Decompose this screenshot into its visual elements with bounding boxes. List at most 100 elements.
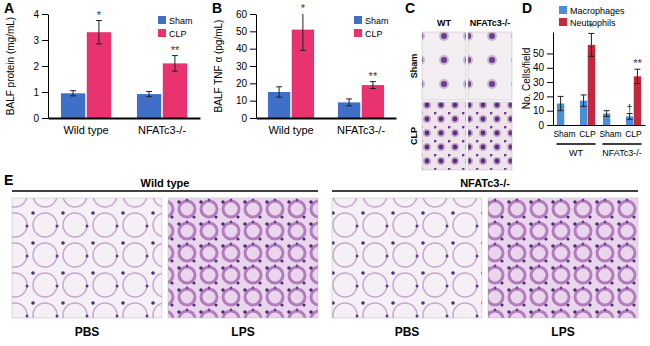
y-tick-mark <box>547 53 553 54</box>
y-tick-mark <box>250 101 256 102</box>
y-tick-mark <box>250 118 256 119</box>
y-axis: 0102030405060 <box>236 9 257 124</box>
x-tick-label: CLP <box>579 129 596 139</box>
y-tick: 50 <box>236 26 256 37</box>
error-bar <box>300 14 306 50</box>
legend-label: Sham <box>169 16 193 26</box>
y-tick-mark <box>42 92 48 93</box>
column-label: LPS <box>551 325 574 339</box>
y-tick-label: 3 <box>33 35 39 46</box>
x-axis-line <box>554 125 646 126</box>
x-tick-label: Wild type <box>268 124 313 136</box>
y-tick: 30 <box>533 77 553 88</box>
legend-swatch <box>354 29 362 37</box>
x-tick: Wild type <box>268 124 313 136</box>
legend-swatch <box>158 29 166 37</box>
x-axis: ShamCLPShamCLP <box>553 126 645 140</box>
legend: Sham CLP <box>158 16 193 39</box>
error-bar <box>172 56 178 72</box>
y-tick-mark <box>250 49 256 50</box>
y-tick-label: 0 <box>538 120 544 131</box>
x-axis: Wild type NFATc3-/- <box>257 119 397 136</box>
panel-label: B <box>212 0 222 16</box>
y-tick-mark <box>250 83 256 84</box>
y-tick-label: 10 <box>533 105 545 116</box>
bars <box>61 21 187 119</box>
y-axis-title: BALF protein (mg/mL) <box>5 17 16 115</box>
micrograph <box>468 102 512 170</box>
y-tick: 20 <box>236 78 256 89</box>
micrograph <box>422 102 466 170</box>
y-axis-title: No. Cells/field <box>521 48 532 110</box>
y-tick-label: 30 <box>236 61 248 72</box>
bars <box>268 14 384 118</box>
y-tick-mark <box>42 66 48 67</box>
y-tick-mark <box>547 82 553 83</box>
legend-swatch <box>354 16 362 24</box>
column-label: PBS <box>395 325 420 339</box>
error-bar <box>370 82 376 89</box>
chart-panel: †***01020304050No. Cells/fieldShamCLPSha… <box>521 6 646 159</box>
chart-panel: ***01234BALF protein (mg/mL)Wild typeNFA… <box>5 9 201 136</box>
x-tick: Wild type <box>63 124 108 136</box>
y-axis: 01020304050 <box>533 33 554 131</box>
legend-label: Neutrophils <box>570 18 616 28</box>
y-tick-mark <box>547 125 553 126</box>
y-tick-label: 50 <box>533 48 545 59</box>
bars <box>557 33 641 125</box>
error-bar <box>558 96 564 110</box>
group-label: Wild type <box>141 177 190 189</box>
y-tick-mark <box>42 40 48 41</box>
group-label: NFATc3-/- <box>460 177 510 189</box>
column-label: NFATc3-/- <box>470 18 511 28</box>
figure-canvas: ***01234BALF protein (mg/mL)Wild typeNFA… <box>0 0 650 346</box>
bar <box>588 45 595 125</box>
group-labels: WTNFATc3-/- <box>556 144 641 158</box>
group-bracket <box>602 143 641 145</box>
y-tick: 30 <box>236 61 256 72</box>
row-label: Sham <box>409 54 419 79</box>
y-tick-label: 0 <box>33 113 39 124</box>
x-tick: NFATc3-/- <box>138 124 186 136</box>
error-bar <box>588 33 594 56</box>
y-tick: 20 <box>533 91 553 102</box>
micrograph <box>332 198 482 318</box>
x-tick: NFATc3-/- <box>337 124 385 136</box>
column-label: PBS <box>75 325 100 339</box>
legend-swatch <box>559 18 567 26</box>
y-tick-mark <box>547 111 553 112</box>
y-tick: 0 <box>241 113 256 124</box>
y-tick-label: 2 <box>33 61 39 72</box>
significance-mark: ** <box>171 44 180 56</box>
chart-panel: ***0102030405060BALF TNF α (pg/mL)Wild t… <box>213 2 397 136</box>
y-tick-mark <box>42 14 48 15</box>
panel-label: A <box>4 0 14 16</box>
annotations: *** <box>97 9 180 56</box>
image-panel: EWild typeNFATc3-/-PBSLPSPBSLPS <box>4 172 638 339</box>
x-tick: CLP <box>625 129 642 139</box>
x-tick-label: CLP <box>625 129 642 139</box>
legend-swatch <box>559 6 567 14</box>
significance-mark: ** <box>369 70 378 82</box>
significance-mark: ** <box>633 57 642 69</box>
error-bar <box>276 87 282 97</box>
panel-label: E <box>4 172 13 188</box>
y-tick: 50 <box>533 48 553 59</box>
error-bar <box>627 114 633 120</box>
group-bracket <box>556 143 595 145</box>
y-tick-label: 10 <box>236 95 248 106</box>
bar <box>87 32 111 118</box>
y-tick-mark <box>547 68 553 69</box>
legend-label: CLP <box>169 29 187 39</box>
x-axis-line <box>257 118 397 120</box>
y-tick-label: 40 <box>236 43 248 54</box>
bar <box>137 94 161 118</box>
y-axis: 01234 <box>33 9 48 124</box>
y-axis-line <box>48 15 49 119</box>
legend-swatch <box>158 16 166 24</box>
x-tick-label: Wild type <box>63 124 108 136</box>
error-bar <box>634 69 640 83</box>
micrograph <box>12 198 162 318</box>
legend-label: Macrophages <box>570 6 625 16</box>
x-tick: Sham <box>553 129 575 139</box>
